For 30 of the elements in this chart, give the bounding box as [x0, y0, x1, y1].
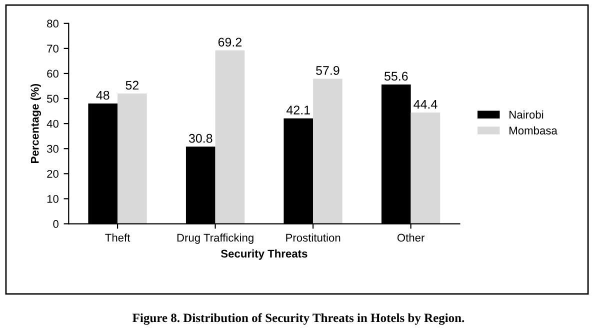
bar	[118, 94, 147, 224]
data-label: 30.8	[188, 134, 212, 143]
data-label: 69.2	[218, 38, 242, 47]
y-tick-label: 40	[46, 120, 58, 128]
y-tick-label: 30	[47, 144, 58, 153]
data-label: 52	[126, 80, 139, 90]
bar	[215, 50, 245, 224]
y-axis-title: Percentage (%)	[30, 84, 42, 163]
y-tick-label: 70	[47, 44, 58, 53]
x-tick-label: Prostitution	[286, 234, 340, 242]
x-tick-label: Theft	[105, 234, 130, 242]
bar	[313, 78, 342, 224]
x-tick-label: Drug Trafficking	[177, 234, 254, 244]
y-tick-label: 0	[53, 220, 58, 228]
x-axis-title: Security Threats	[220, 249, 308, 260]
y-tick-label: 80	[47, 20, 58, 28]
data-label: 42.1	[286, 106, 310, 114]
data-label: 48	[96, 90, 110, 100]
y-tick-label: 10	[47, 194, 58, 203]
legend-label: Nairobi	[510, 110, 544, 119]
y-tick-label: 60	[47, 70, 58, 78]
legend-label: Mombasa	[510, 126, 558, 135]
x-tick-label: Other	[397, 234, 425, 242]
data-label: 55.6	[384, 72, 408, 81]
bar	[410, 112, 440, 224]
data-label: 44.4	[414, 100, 438, 109]
caption: Figure 8. Distribution of Security Threats in Hotels by Region.	[132, 313, 464, 325]
y-tick-label: 50	[47, 94, 58, 103]
data-label: 57.9	[316, 66, 340, 75]
y-tick-label: 20	[47, 170, 58, 178]
